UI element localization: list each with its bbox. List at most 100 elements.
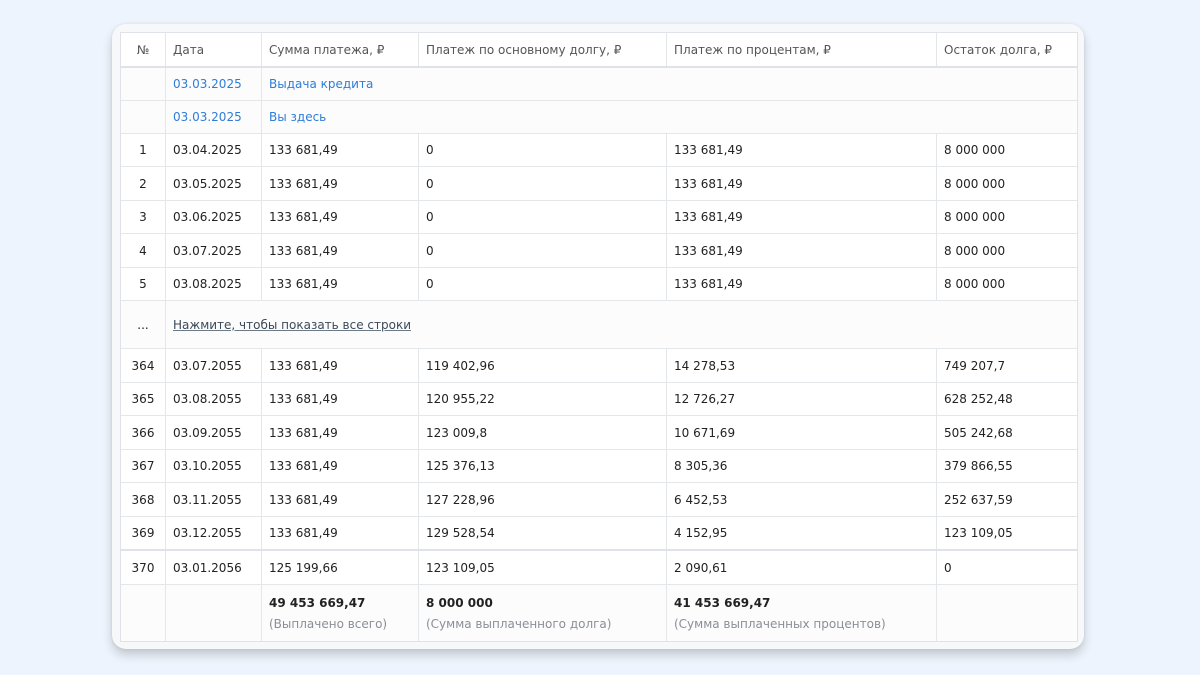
table-row: 370 03.01.2056 125 199,66 123 109,05 2 0… — [121, 551, 1077, 585]
header-interest: Платеж по процентам, ₽ — [667, 33, 937, 66]
row-number: 367 — [121, 450, 166, 482]
empty-cell — [121, 101, 166, 133]
header-payment: Сумма платежа, ₽ — [262, 33, 419, 66]
show-all-rows-cell: Нажмите, чтобы показать все строки — [166, 301, 1077, 348]
total-principal-caption: (Сумма выплаченного долга) — [426, 616, 612, 631]
table-row: 1 03.04.2025 133 681,49 0 133 681,49 8 0… — [121, 134, 1077, 167]
row-interest: 133 681,49 — [667, 134, 937, 166]
row-payment: 133 681,49 — [262, 517, 419, 549]
table-row: 365 03.08.2055 133 681,49 120 955,22 12 … — [121, 383, 1077, 416]
row-balance: 8 000 000 — [944, 176, 1006, 191]
row-principal: 0 — [419, 268, 667, 300]
row-number: 3 — [121, 201, 166, 233]
header-principal: Платеж по основному долгу, ₽ — [419, 33, 667, 66]
header-date: Дата — [166, 33, 262, 66]
table-row: 364 03.07.2055 133 681,49 119 402,96 14 … — [121, 349, 1077, 383]
info-row-you-are-here: 03.03.2025 Вы здесь — [121, 101, 1077, 134]
totals-row: 49 453 669,47 (Выплачено всего) 8 000 00… — [121, 585, 1077, 641]
row-date: 03.08.2055 — [166, 383, 262, 415]
total-principal-cell: 8 000 000 (Сумма выплаченного долга) — [419, 585, 667, 641]
header-number: № — [121, 33, 166, 66]
row-interest: 133 681,49 — [667, 201, 937, 233]
row-interest: 4 152,95 — [667, 517, 937, 549]
issue-date: 03.03.2025 — [166, 68, 262, 100]
row-principal: 0 — [419, 201, 667, 233]
row-number: 4 — [121, 234, 166, 267]
row-balance: 123 109,05 — [944, 526, 1013, 540]
row-number: 370 — [121, 551, 166, 584]
row-number: 5 — [121, 268, 166, 300]
row-principal: 123 109,05 — [419, 551, 667, 584]
row-date: 03.06.2025 — [166, 201, 262, 233]
row-interest: 133 681,49 — [667, 234, 937, 267]
row-number: 364 — [121, 349, 166, 382]
row-interest: 133 681,49 — [667, 167, 937, 200]
row-date: 03.08.2025 — [166, 268, 262, 300]
row-payment: 133 681,49 — [262, 483, 419, 516]
row-interest: 133 681,49 — [667, 268, 937, 300]
row-number: 369 — [121, 517, 166, 549]
payment-schedule-card: № Дата Сумма платежа, ₽ Платеж по основн… — [112, 24, 1084, 649]
row-payment: 133 681,49 — [262, 416, 419, 449]
row-balance: 749 207,7 — [944, 358, 1006, 373]
current-date: 03.03.2025 — [166, 101, 262, 133]
row-interest: 8 305,36 — [667, 450, 937, 482]
row-payment: 125 199,66 — [262, 551, 419, 584]
row-interest: 2 090,61 — [667, 551, 937, 584]
row-number: 1 — [121, 134, 166, 166]
row-principal: 127 228,96 — [419, 483, 667, 516]
row-interest: 12 726,27 — [667, 383, 937, 415]
table-row: 5 03.08.2025 133 681,49 0 133 681,49 8 0… — [121, 268, 1077, 301]
row-date: 03.10.2055 — [166, 450, 262, 482]
row-principal: 125 376,13 — [419, 450, 667, 482]
total-payment-cell: 49 453 669,47 (Выплачено всего) — [262, 585, 419, 641]
table-row: 367 03.10.2055 133 681,49 125 376,13 8 3… — [121, 450, 1077, 483]
row-payment: 133 681,49 — [262, 201, 419, 233]
total-payment-value: 49 453 669,47 — [269, 595, 366, 610]
row-date: 03.11.2055 — [166, 483, 262, 516]
row-balance: 379 866,55 — [944, 459, 1013, 473]
total-interest-value: 41 453 669,47 — [674, 595, 771, 610]
row-date: 03.04.2025 — [166, 134, 262, 166]
row-payment: 133 681,49 — [262, 134, 419, 166]
row-date: 03.12.2055 — [166, 517, 262, 549]
row-payment: 133 681,49 — [262, 234, 419, 267]
ellipsis: ... — [121, 301, 166, 348]
row-balance: 8 000 000 — [944, 143, 1006, 157]
header-balance: Остаток долга, ₽ — [944, 42, 1053, 57]
empty-cell — [121, 585, 166, 641]
row-date: 03.07.2025 — [166, 234, 262, 267]
row-balance: 8 000 000 — [944, 277, 1006, 291]
table-row: 366 03.09.2055 133 681,49 123 009,8 10 6… — [121, 416, 1077, 450]
row-balance: 0 — [944, 560, 952, 575]
table-row: 369 03.12.2055 133 681,49 129 528,54 4 1… — [121, 517, 1077, 551]
info-row-loan-issue: 03.03.2025 Выдача кредита — [121, 68, 1077, 101]
row-payment: 133 681,49 — [262, 167, 419, 200]
row-interest: 10 671,69 — [667, 416, 937, 449]
row-principal: 129 528,54 — [419, 517, 667, 549]
total-interest-caption: (Сумма выплаченных процентов) — [674, 616, 886, 631]
table-row: 4 03.07.2025 133 681,49 0 133 681,49 8 0… — [121, 234, 1077, 268]
row-date: 03.05.2025 — [166, 167, 262, 200]
row-number: 366 — [121, 416, 166, 449]
issue-label: Выдача кредита — [269, 77, 374, 91]
row-balance: 252 637,59 — [944, 492, 1013, 507]
total-payment-caption: (Выплачено всего) — [269, 616, 388, 631]
row-number: 368 — [121, 483, 166, 516]
empty-cell — [937, 585, 1077, 641]
row-principal: 119 402,96 — [419, 349, 667, 382]
total-principal-value: 8 000 000 — [426, 595, 493, 610]
row-date: 03.01.2056 — [166, 551, 262, 584]
show-all-rows-link[interactable]: Нажмите, чтобы показать все строки — [173, 317, 412, 332]
row-principal: 0 — [419, 167, 667, 200]
row-payment: 133 681,49 — [262, 349, 419, 382]
row-interest: 6 452,53 — [667, 483, 937, 516]
row-number: 365 — [121, 383, 166, 415]
row-date: 03.07.2055 — [166, 349, 262, 382]
row-balance: 628 252,48 — [944, 392, 1013, 406]
empty-cell — [121, 68, 166, 100]
row-principal: 0 — [419, 134, 667, 166]
row-interest: 14 278,53 — [667, 349, 937, 382]
row-date: 03.09.2055 — [166, 416, 262, 449]
payment-schedule-table: № Дата Сумма платежа, ₽ Платеж по основн… — [120, 32, 1078, 642]
